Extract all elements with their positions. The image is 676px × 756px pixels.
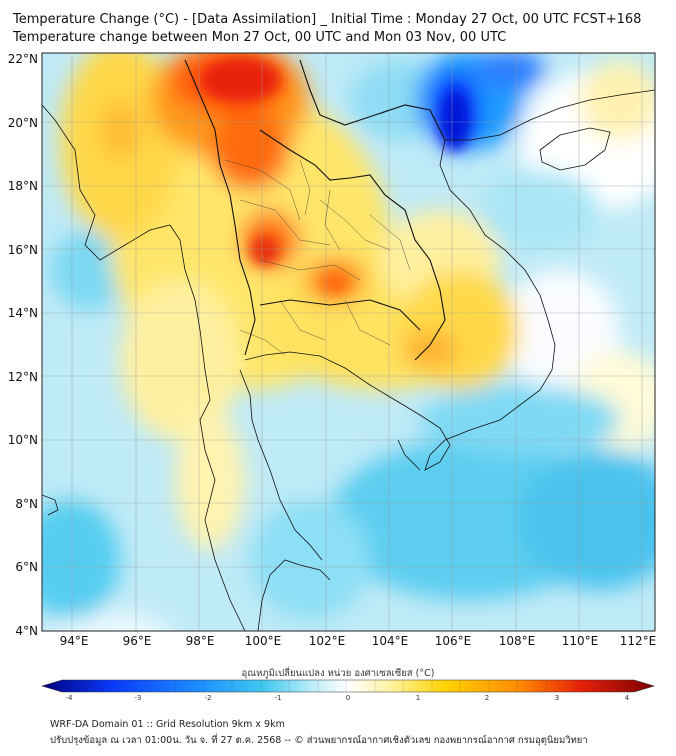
lon-label-112e: 112°E	[620, 634, 657, 648]
lat-label-22n: 22°N	[8, 52, 38, 66]
province-boundaries	[224, 159, 411, 356]
lon-label-110e: 110°E	[562, 634, 599, 648]
chart-subtitle: Temperature change between Mon 27 Oct, 0…	[13, 30, 507, 45]
lon-label-98e: 98°E	[186, 634, 215, 648]
colorbar: -4 -3 -2 -1 0 1 2 3 4	[40, 679, 656, 702]
temperature-field	[42, 53, 655, 631]
lat-label-4n: 4°N	[15, 624, 38, 638]
lat-label-6n: 6°N	[15, 560, 38, 574]
longitude-labels: 94°E 96°E 98°E 100°E 102°E 104°E 106°E 1…	[60, 634, 657, 648]
footer-update-credit: ปรับปรุงข้อมูล ณ เวลา 01:00น. วัน จ. ที่…	[50, 735, 588, 746]
map-frame	[41, 52, 656, 632]
coastlines	[42, 89, 655, 631]
graticule	[42, 53, 655, 631]
colorbar-tick: -3	[135, 694, 142, 702]
lat-label-10n: 10°N	[8, 433, 38, 447]
colorbar-tick: -4	[66, 694, 74, 702]
colorbar-tick: 4	[625, 694, 630, 702]
lon-label-100e: 100°E	[245, 634, 282, 648]
lon-label-96e: 96°E	[123, 634, 152, 648]
lon-label-104e: 104°E	[372, 634, 409, 648]
country-borders	[184, 59, 446, 361]
colorbar-tick: 1	[416, 694, 420, 702]
colorbar-tick: -1	[275, 694, 282, 702]
lat-label-16n: 16°N	[8, 243, 38, 257]
lat-label-14n: 14°N	[8, 306, 38, 320]
colorbar-tick: 3	[555, 694, 559, 702]
colorbar-tick: -2	[205, 694, 212, 702]
lat-label-8n: 8°N	[15, 497, 38, 511]
colorbar-tick: 0	[346, 694, 350, 702]
chart-title: Temperature Change (°C) - [Data Assimila…	[13, 12, 642, 27]
lat-label-20n: 20°N	[8, 116, 38, 130]
lon-label-94e: 94°E	[60, 634, 89, 648]
colorbar-tick: 2	[485, 694, 489, 702]
lat-label-12n: 12°N	[8, 370, 38, 384]
lat-label-18n: 18°N	[8, 179, 38, 193]
lon-label-108e: 108°E	[499, 634, 536, 648]
lon-label-106e: 106°E	[435, 634, 472, 648]
footer-model-info: WRF-DA Domain 01 :: Grid Resolution 9km …	[50, 719, 285, 730]
colorbar-label: อุณหภูมิเปลี่ยนแปลง หน่วย องศาเซลเซียส (…	[241, 668, 435, 679]
latitude-labels: 22°N 20°N 18°N 16°N 14°N 12°N 10°N 8°N 6…	[8, 52, 38, 638]
lon-label-102e: 102°E	[309, 634, 346, 648]
